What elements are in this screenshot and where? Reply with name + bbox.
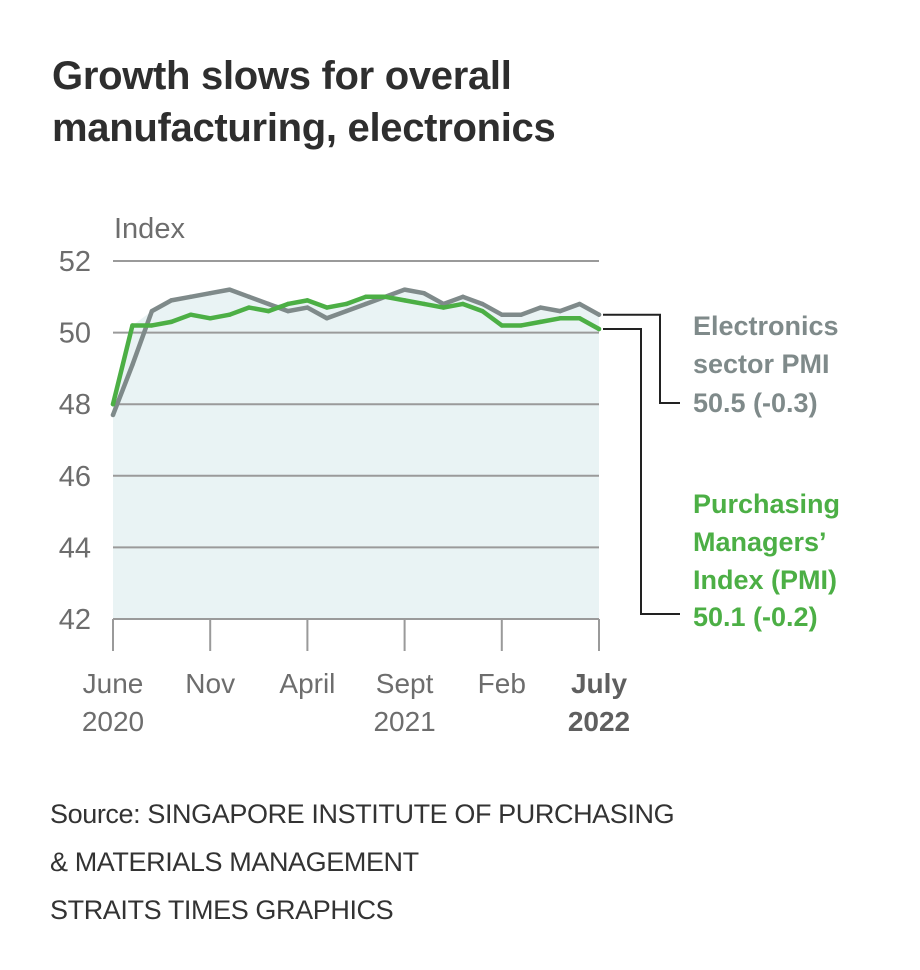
y-tick-label: 46 bbox=[59, 461, 91, 493]
data-point-pmi bbox=[363, 294, 368, 299]
data-point-electronics bbox=[499, 312, 504, 317]
data-point-pmi bbox=[382, 294, 388, 299]
data-point-pmi bbox=[421, 301, 427, 307]
x-tick-label: June bbox=[83, 668, 144, 699]
data-point-pmi bbox=[538, 319, 543, 325]
source-credits: Source: SINGAPORE INSTITUTE OF PURCHASIN… bbox=[50, 790, 675, 934]
chart-title-line-2: manufacturing, electronics bbox=[52, 106, 556, 150]
series-line-pmi bbox=[110, 294, 602, 407]
source-line-1: Source: SINGAPORE INSTITUTE OF PURCHASIN… bbox=[50, 799, 675, 829]
data-point-pmi bbox=[499, 323, 504, 328]
data-point-electronics bbox=[169, 298, 174, 303]
data-point-pmi bbox=[557, 316, 563, 321]
data-point-pmi bbox=[285, 301, 291, 307]
data-point-electronics bbox=[188, 294, 193, 299]
data-point-electronics bbox=[538, 305, 543, 310]
data-point-electronics bbox=[344, 308, 349, 314]
electronics-label-line: 50.5 (-0.3) bbox=[693, 388, 818, 418]
data-point-pmi bbox=[130, 323, 135, 328]
data-point-electronics bbox=[266, 301, 271, 307]
x-tick-label-year: 2022 bbox=[568, 706, 630, 737]
pmi-label-line: Managers’ bbox=[693, 527, 827, 557]
data-point-pmi bbox=[480, 308, 485, 314]
x-tick-label: Sept bbox=[376, 668, 434, 699]
data-point-pmi bbox=[305, 298, 310, 303]
data-point-electronics bbox=[246, 294, 252, 299]
data-point-pmi bbox=[596, 326, 602, 332]
gridlines bbox=[113, 260, 599, 549]
y-tick-label: 42 bbox=[59, 604, 91, 636]
credit-line: STRAITS TIMES GRAPHICS bbox=[50, 895, 394, 925]
electronics-label-line: sector PMI bbox=[693, 349, 830, 379]
data-point-electronics bbox=[305, 305, 310, 310]
data-point-electronics bbox=[227, 287, 232, 292]
data-point-pmi bbox=[227, 312, 232, 317]
data-point-electronics bbox=[208, 291, 213, 296]
x-tick-label-year: 2021 bbox=[373, 706, 435, 737]
pmi-label-line: 50.1 (-0.2) bbox=[693, 602, 818, 632]
data-point-pmi bbox=[110, 402, 116, 407]
data-point-pmi bbox=[188, 312, 193, 317]
data-point-pmi bbox=[519, 323, 524, 328]
data-point-electronics bbox=[149, 308, 155, 314]
series-labels: Electronics sector PMI 50.5 (-0.3) Purchasi… bbox=[603, 311, 840, 632]
data-point-electronics bbox=[110, 412, 116, 418]
x-tick-label: April bbox=[279, 668, 335, 699]
chart-title: Growth slows for overall manufacturing, … bbox=[52, 50, 752, 154]
data-point-electronics bbox=[285, 308, 291, 314]
y-tick-label: 44 bbox=[59, 532, 91, 564]
data-point-pmi bbox=[344, 301, 349, 307]
data-point-electronics bbox=[402, 287, 407, 292]
data-point-pmi bbox=[266, 308, 271, 314]
data-point-pmi bbox=[577, 316, 582, 321]
data-point-pmi bbox=[402, 298, 407, 303]
connector-electronics bbox=[603, 313, 680, 404]
x-tick-label-year: 2020 bbox=[82, 706, 144, 737]
y-tick-label: 50 bbox=[59, 318, 91, 350]
data-point-pmi bbox=[441, 305, 446, 310]
chart-title-line-1: Growth slows for overall bbox=[52, 54, 512, 98]
source-line-2: & MATERIALS MANAGEMENT bbox=[50, 847, 419, 877]
x-tick-label: Nov bbox=[185, 668, 235, 699]
axis-labels: Index 42 44 46 48 50 52 June 2020 Nov April Sept 20… bbox=[59, 213, 630, 737]
data-point-electronics bbox=[596, 312, 602, 317]
area-fill bbox=[113, 289, 599, 619]
data-point-pmi bbox=[246, 305, 252, 310]
area-fill-layer bbox=[113, 289, 599, 619]
data-point-electronics bbox=[557, 308, 563, 314]
data-point-pmi bbox=[149, 323, 155, 328]
data-point-electronics bbox=[324, 316, 330, 321]
data-point-electronics bbox=[460, 294, 466, 299]
series-line-electronics bbox=[110, 287, 602, 418]
x-tick-label: July bbox=[571, 668, 627, 699]
x-tick-label: Feb bbox=[478, 668, 526, 699]
data-point-electronics bbox=[480, 301, 485, 307]
data-point-pmi bbox=[169, 319, 174, 325]
data-point-electronics bbox=[130, 362, 135, 368]
data-point-pmi bbox=[460, 301, 466, 307]
data-point-pmi bbox=[324, 305, 330, 310]
connector-pmi bbox=[603, 328, 680, 615]
pmi-label-line: Index (PMI) bbox=[693, 565, 837, 595]
y-tick-label: 52 bbox=[59, 246, 91, 278]
y-axis-title: Index bbox=[114, 213, 185, 245]
pmi-label-line: Purchasing bbox=[693, 489, 840, 519]
data-point-electronics bbox=[519, 312, 524, 317]
series-lines bbox=[110, 287, 602, 418]
data-point-electronics bbox=[421, 291, 427, 296]
x-axis bbox=[112, 618, 600, 651]
y-tick-label: 48 bbox=[59, 389, 91, 421]
data-point-electronics bbox=[577, 301, 582, 307]
data-point-pmi bbox=[208, 316, 213, 321]
data-point-electronics bbox=[363, 301, 368, 307]
electronics-label-line: Electronics bbox=[693, 311, 839, 341]
